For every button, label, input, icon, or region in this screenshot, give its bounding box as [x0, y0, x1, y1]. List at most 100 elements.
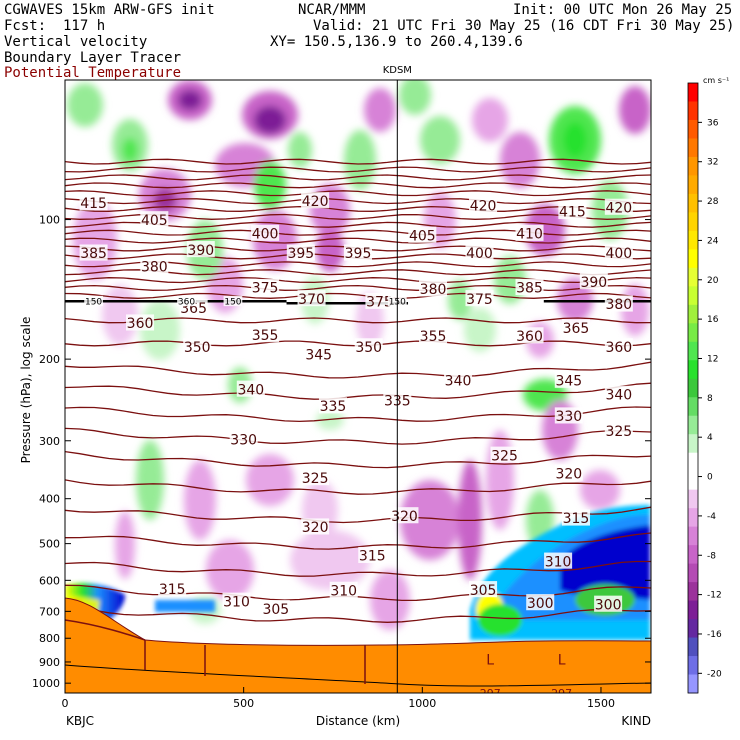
theta-label: 415: [559, 205, 586, 221]
surface-label: L: [558, 653, 566, 669]
colorbar-swatch: [688, 83, 698, 102]
colorbar-label: 28: [707, 197, 719, 207]
colorbar-swatch: [688, 526, 698, 546]
theta-label-bg: [251, 326, 280, 343]
header-init: Init: 00 UTC Mon 26 May 25: [513, 2, 733, 18]
theta-label-bg: [126, 314, 155, 331]
colorbar-swatch: [688, 249, 698, 269]
theta-label-bg: [301, 192, 330, 209]
theta-label-bg: [365, 292, 394, 309]
theta-label-bg: [343, 244, 373, 261]
theta-label: 310: [223, 594, 250, 610]
theta-label: 420: [470, 198, 497, 214]
theta-label: 320: [302, 520, 329, 536]
isentrope: [65, 237, 651, 244]
isentrope: [65, 605, 651, 623]
terrain: [65, 597, 651, 693]
theta-label-bg: [354, 338, 383, 355]
theta-label: 355: [420, 329, 447, 345]
theta-label-bg: [554, 464, 583, 481]
theta-label-bg: [358, 546, 387, 564]
colorbar-swatch: [688, 656, 698, 676]
theta-label: 345: [555, 373, 582, 389]
theta-label-bg: [544, 552, 573, 569]
tropopause-label-bg: [84, 295, 103, 307]
theta-label-bg: [594, 595, 623, 612]
isentrope: [65, 174, 651, 181]
colorbar-swatch: [688, 563, 698, 583]
colorbar-swatch: [688, 619, 698, 639]
theta-label: 370: [298, 292, 325, 308]
x-tick-label: 0: [62, 697, 69, 710]
colorbar-swatch: [688, 508, 698, 528]
y-axis-label: Pressure (hPa), log scale: [19, 317, 33, 464]
theta-label: 330: [230, 433, 257, 449]
endpoint-right-label: KIND: [621, 714, 651, 728]
colorbar-swatch: [688, 452, 698, 472]
header-model: CGWAVES 15km ARW-GFS init: [4, 2, 215, 18]
theta-label-bg: [444, 371, 473, 388]
colorbar-swatch: [688, 156, 698, 176]
isentrope: [65, 277, 651, 284]
colorbar-label: 4: [707, 433, 713, 443]
theta-label-bg: [261, 600, 290, 617]
colorbar-swatch: [688, 600, 698, 620]
vertical-velocity-field: [67, 80, 651, 630]
header-field-vertical-velocity: Vertical velocity: [4, 34, 148, 50]
theta-label-bg: [526, 594, 555, 611]
surface-label: 297: [480, 687, 501, 700]
isentrope: [65, 190, 651, 197]
isentrope: [65, 479, 651, 495]
y-axis: 100 200 300 400 500 600 700 800 900 1000: [32, 214, 651, 690]
theta-label-bg: [490, 446, 519, 463]
colorbar-swatch: [688, 101, 698, 121]
theta-label-bg: [465, 244, 494, 261]
theta-label-bg: [222, 592, 251, 609]
isentrope: [65, 198, 651, 205]
endpoint-left-label: KBJC: [66, 714, 94, 728]
theta-label: 325: [491, 448, 518, 464]
theta-label-bg: [515, 327, 544, 344]
theta-label: 375: [466, 292, 493, 308]
theta-label-bg: [79, 194, 108, 211]
theta-label-bg: [579, 273, 608, 290]
theta-label: 405: [409, 228, 436, 244]
tropopause-label: 150: [85, 298, 102, 308]
theta-label: 335: [320, 399, 347, 415]
colorbar-swatch: [688, 267, 698, 287]
colorbar-label: 24: [707, 236, 719, 246]
colorbar-swatch: [688, 582, 698, 602]
colorbar-swatch: [688, 119, 698, 139]
theta-label-bg: [515, 224, 544, 241]
header-valid: Valid: 21 UTC Fri 30 May 25 (16 CDT Fri …: [313, 18, 735, 34]
theta-label: 415: [80, 196, 107, 212]
theta-label-bg: [604, 295, 633, 312]
tropopause-label: 360: [178, 298, 195, 308]
isentrope: [65, 506, 651, 524]
theta-label-bg: [469, 196, 498, 213]
theta-label-bg: [604, 244, 633, 261]
theta-label: 400: [252, 227, 279, 243]
theta-label: 375: [252, 281, 279, 297]
theta-label: 340: [605, 387, 632, 403]
y-tick-label: 700: [39, 605, 60, 618]
theta-label: 300: [527, 596, 554, 612]
surface-line: [65, 664, 651, 687]
tropopause-label-bg: [177, 295, 196, 307]
theta-label-bg: [419, 327, 448, 344]
theta-label: 360: [605, 340, 632, 356]
theta-label-bg: [140, 257, 169, 274]
theta-label-bg: [554, 407, 583, 424]
theta-label: 305: [262, 602, 289, 618]
theta-label: 380: [420, 282, 447, 298]
theta-label-bg: [229, 431, 258, 448]
theta-label: 350: [184, 340, 211, 356]
colorbar-swatch: [688, 138, 698, 158]
colorbar-label: 32: [707, 158, 718, 168]
colorbar-label: 12: [707, 354, 718, 364]
theta-label-bg: [251, 224, 280, 241]
colorbar-frame: [687, 82, 699, 694]
colorbar-swatch: [688, 415, 698, 435]
header-center: NCAR/MMM: [298, 2, 366, 18]
